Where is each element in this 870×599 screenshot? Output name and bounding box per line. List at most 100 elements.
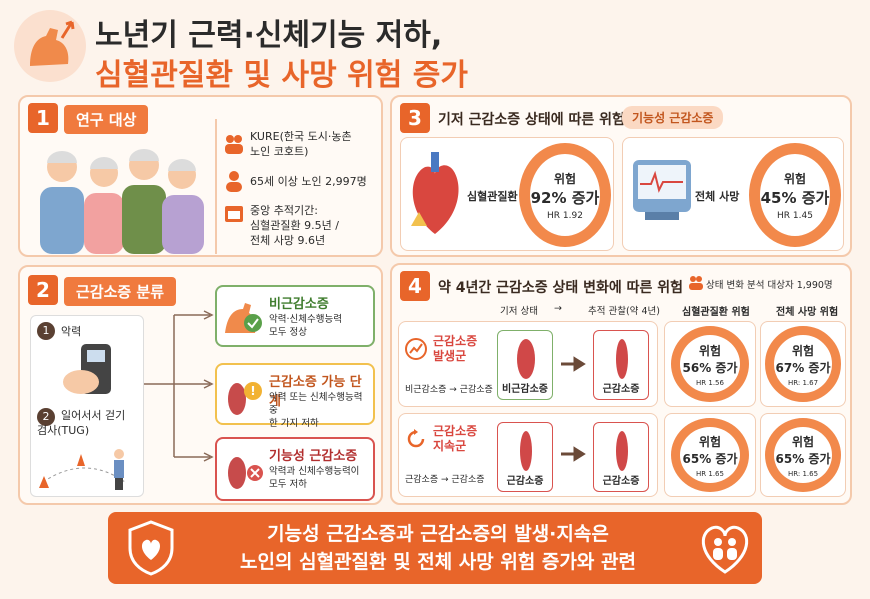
line: 발생군 <box>433 349 467 363</box>
title-line1: 노년기 근력·신체기능 저하, <box>95 18 443 53</box>
hazard-ratio: HR 1.92 <box>547 210 583 221</box>
state-label: 비근감소증 <box>502 384 548 395</box>
muscle-icon <box>520 431 532 471</box>
category-desc: 악력과 신체수행능력이 모두 저하 <box>269 465 359 491</box>
test-label: 악력 <box>61 325 82 338</box>
test-label: 일어서서 걷기 검사(TUG) <box>37 408 125 438</box>
section-title: 근감소증 분류 <box>64 277 177 306</box>
column-header: 심혈관질환 위험 <box>682 307 750 318</box>
hazard-ratio: HR: 1.65 <box>787 469 819 478</box>
svg-text:!: ! <box>250 384 255 398</box>
outcome-label: 전체 사망 <box>695 190 740 203</box>
risk-card: 위험 65% 증가 HR: 1.65 <box>760 413 846 497</box>
hazard-ratio: HR 1.65 <box>696 469 724 478</box>
state-label: 근감소증 <box>506 476 544 487</box>
column-header: 전체 사망 위험 <box>776 307 839 318</box>
group-row: 근감소증 발생군 비근감소증 → 근감소증 비근감소증 근감소증 <box>398 321 658 407</box>
heart-icon <box>411 152 459 234</box>
line: 일어서서 걷기 <box>61 409 126 422</box>
line: 65세 이상 노인 2,997명 <box>250 175 367 188</box>
column-header: → <box>554 303 562 314</box>
section1-panel: 1 연구 대상 KURE(한국 도시·농촌 노인 코호트) 65세 이상 노인 2… <box>18 95 383 257</box>
branch-arrows <box>144 310 214 462</box>
risk-value: 92% 증가 <box>530 188 600 207</box>
group-row: 근감소증 지속군 근감소증 → 근감소증 근감소증 근감소증 <box>398 413 658 497</box>
section4-panel: 4 약 4년간 근감소증 상태 변화에 따른 위험 상태 변화 분석 대상자 1… <box>390 263 852 505</box>
muscle-icon <box>517 339 535 379</box>
line: 전체 사망 9.6년 <box>250 234 326 247</box>
muscle-x-icon <box>228 457 263 489</box>
risk-ring: 위험 92% 증가 HR 1.92 <box>519 143 611 247</box>
section-number: 3 <box>400 103 430 133</box>
line: 지속군 <box>433 439 467 453</box>
increase-icon <box>405 338 427 360</box>
arrow <box>561 356 586 372</box>
state-box: 근감소증 <box>593 330 649 400</box>
transition: 비근감소증 → 근감소증 <box>405 385 493 395</box>
risk-card: 위험 56% 증가 HR 1.56 <box>664 321 756 407</box>
state-label: 근감소증 <box>602 384 640 395</box>
item-text: 65세 이상 노인 2,997명 <box>250 174 367 189</box>
group-name: 근감소증 발생군 <box>433 334 477 364</box>
item-text: 중앙 추적기간: 심혈관질환 9.5년 / 전체 사망 9.6년 <box>250 203 339 248</box>
muscle-icon <box>616 431 628 471</box>
line: 한 가지 저하 <box>269 418 319 429</box>
line: 모두 저하 <box>269 479 307 490</box>
risk-ring: 위험 45% 증가 HR 1.45 <box>749 143 841 247</box>
persist-icon <box>407 429 425 448</box>
line: 중앙 추적기간: <box>250 204 318 217</box>
test-number: 1 <box>37 322 55 340</box>
section-title: 연구 대상 <box>64 105 149 134</box>
risk-label: 위험 <box>791 434 815 449</box>
line: KURE(한국 도시·농촌 <box>250 130 352 143</box>
risk-value: 65% 증가 <box>775 451 831 466</box>
category-desc: 악력·신체수행능력 모두 정상 <box>269 313 342 339</box>
category-name: 기능성 근감소증 <box>269 449 358 464</box>
category-name: 근감소증 가능 단계 <box>269 375 362 409</box>
footer-banner: 기능성 근감소증과 근감소증의 발생·지속은 노인의 심혈관질환 및 전체 사망… <box>108 512 762 584</box>
section3-panel: 3 기저 근감소증 상태에 따른 위험 기능성 근감소증 심혈관질환 위험 92… <box>390 95 852 257</box>
state-box: 비근감소증 <box>497 330 553 400</box>
line: 악력·신체수행능력 <box>269 314 342 325</box>
category-name: 비근감소증 <box>269 297 329 312</box>
risk-ring: 위험 56% 증가 HR 1.56 <box>671 326 749 402</box>
divider <box>215 119 217 254</box>
elderly-illustration <box>40 149 204 254</box>
hazard-ratio: HR 1.45 <box>777 210 813 221</box>
people-icon <box>225 135 243 154</box>
category-card: 비근감소증 악력·신체수행능력 모두 정상 <box>215 285 375 347</box>
risk-card: 위험 65% 증가 HR 1.65 <box>664 413 756 497</box>
line: 악력 또는 신체수행능력 중 <box>269 392 363 416</box>
column-header: 추적 관찰(약 4년) <box>588 306 660 317</box>
risk-ring: 위험 65% 증가 HR: 1.65 <box>765 418 841 492</box>
line: 심혈관질환 9.5년 / <box>250 219 339 232</box>
section-tag: 기능성 근감소증 <box>622 106 724 129</box>
outcome-label: 심혈관질환 <box>467 190 518 203</box>
risk-card: 위험 67% 증가 HR: 1.67 <box>760 321 846 407</box>
risk-value: 67% 증가 <box>775 360 831 375</box>
group-name: 근감소증 지속군 <box>433 424 477 454</box>
line: 노인 코호트) <box>250 145 309 158</box>
section2-panel: 2 근감소증 분류 1 악력 2 일어서서 걷기 검사(TUG) 비근감소증 악력… <box>18 265 383 505</box>
section-title: 약 4년간 근감소증 상태 변화에 따른 위험 <box>438 280 684 296</box>
risk-label: 위험 <box>791 343 815 358</box>
line: 노인의 심혈관질환 및 전체 사망 위험 증가와 관련 <box>240 551 636 573</box>
person-icon <box>226 171 242 192</box>
shield-heart-icon <box>128 520 174 576</box>
risk-label: 위험 <box>553 171 577 186</box>
column-header: 기저 상태 <box>500 306 538 317</box>
risk-value: 45% 증가 <box>760 188 830 207</box>
category-card: 기능성 근감소증 악력과 신체수행능력이 모두 저하 <box>215 437 375 501</box>
tug-icon <box>39 449 126 490</box>
risk-ring: 위험 65% 증가 HR 1.65 <box>671 418 749 492</box>
state-box: 근감소증 <box>497 422 553 492</box>
section-number: 2 <box>28 275 58 305</box>
tests-box: 1 악력 2 일어서서 걷기 검사(TUG) <box>30 315 144 497</box>
transition: 근감소증 → 근감소증 <box>405 475 485 485</box>
risk-label: 위험 <box>698 434 722 449</box>
line: 기능성 근감소증과 근감소증의 발생·지속은 <box>267 523 609 545</box>
hazard-ratio: HR 1.56 <box>696 378 724 387</box>
